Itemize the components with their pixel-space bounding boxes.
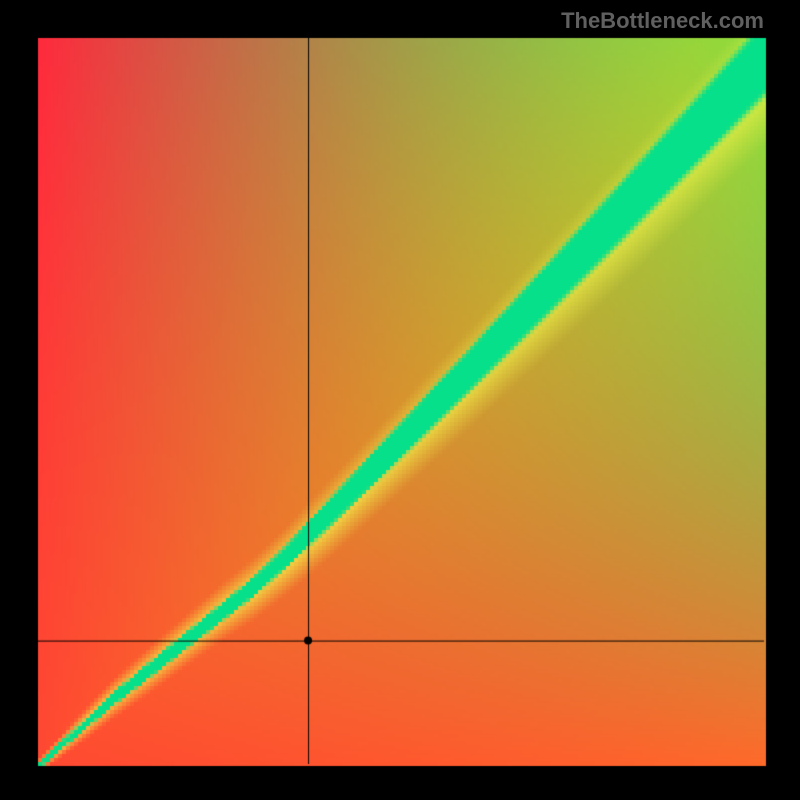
watermark-text: TheBottleneck.com bbox=[561, 8, 764, 34]
heatmap-canvas bbox=[0, 0, 800, 800]
chart-container: TheBottleneck.com bbox=[0, 0, 800, 800]
